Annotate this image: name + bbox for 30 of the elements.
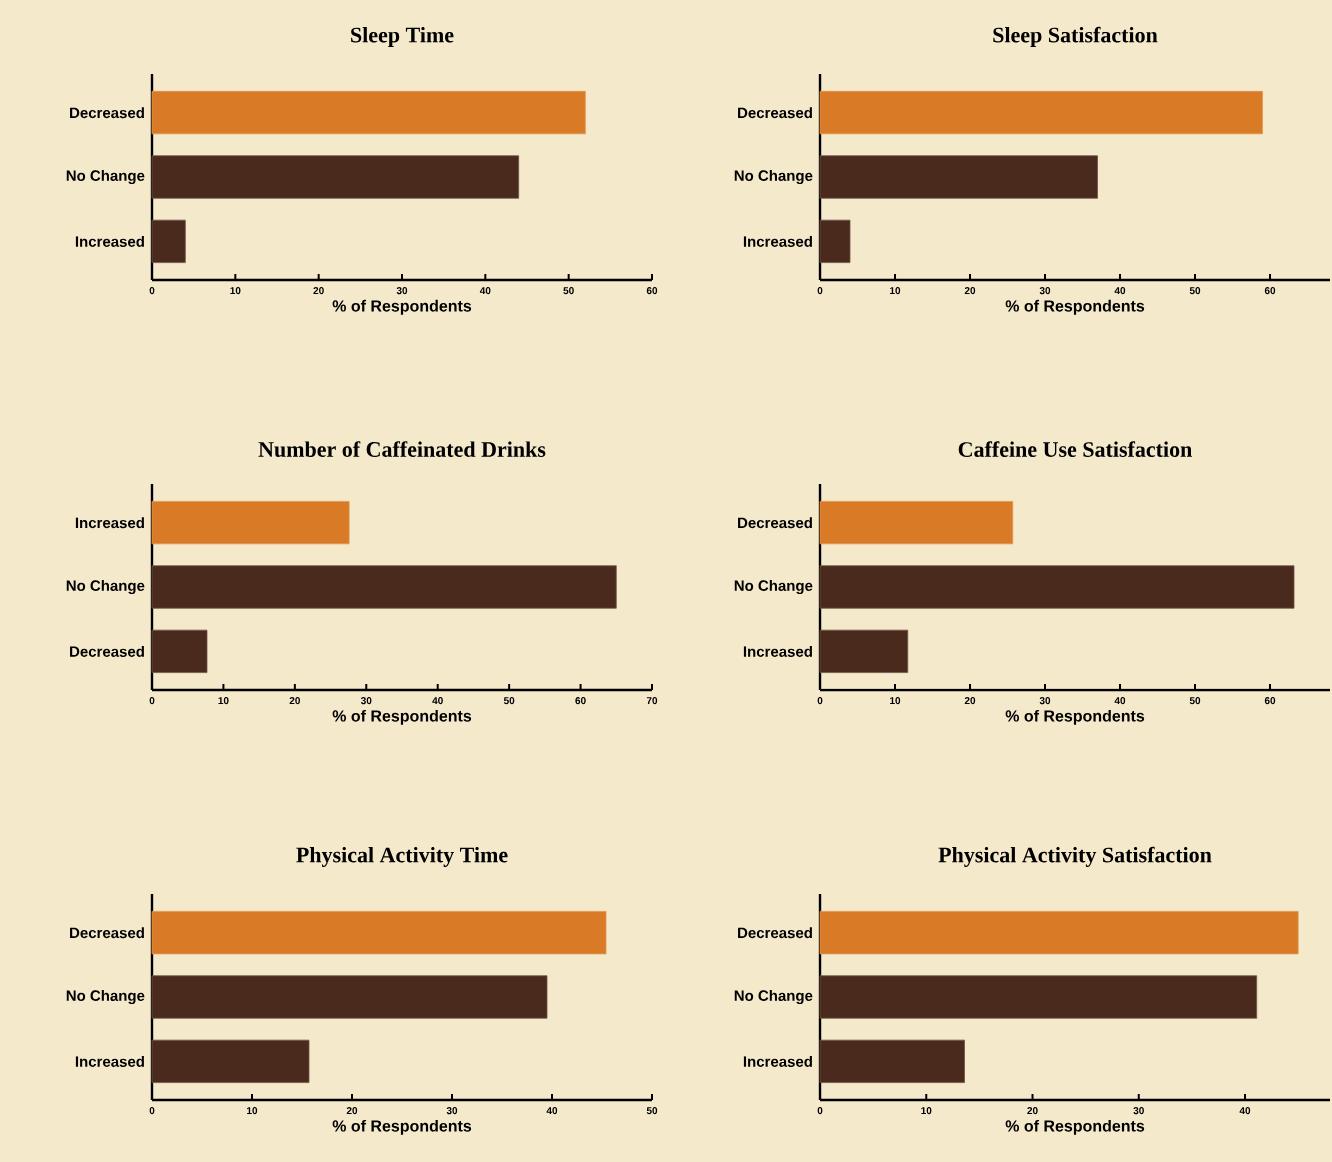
bar [819, 219, 851, 264]
bar [151, 565, 617, 609]
bar [819, 155, 1098, 199]
chart-title: Sleep Time [351, 27, 454, 47]
bar [819, 90, 1263, 135]
chart-title: Physical Activity Time [296, 846, 508, 867]
x-axis-title: % of Respondents [332, 299, 472, 315]
x-axis-title: % of Respondents [1005, 1119, 1145, 1135]
x-axis-title: % of Respondents [1005, 299, 1145, 315]
chart-title: Caffeine Use Satisfaction [958, 441, 1192, 457]
chart-title: Sleep Satisfaction [993, 26, 1158, 47]
bar [819, 1039, 965, 1084]
bar [819, 975, 1258, 1019]
x-axis-title: % of Respondents [1005, 709, 1145, 725]
bar [151, 90, 586, 135]
x-axis-title: % of Respondents [332, 1119, 472, 1135]
bar [151, 155, 520, 199]
bar [151, 629, 208, 674]
bar [819, 565, 1295, 609]
chart-title: Physical Activity Satisfaction [938, 846, 1212, 867]
bar [819, 910, 1299, 955]
chart-title: Number of Caffeinated Drinks [258, 441, 546, 457]
bar [819, 500, 1014, 545]
bar [151, 910, 607, 955]
bar [819, 629, 909, 674]
x-axis-title: % of Respondents [332, 709, 472, 725]
bar [151, 500, 350, 545]
bar [151, 1039, 310, 1084]
bar [151, 975, 548, 1019]
bar [151, 219, 186, 264]
